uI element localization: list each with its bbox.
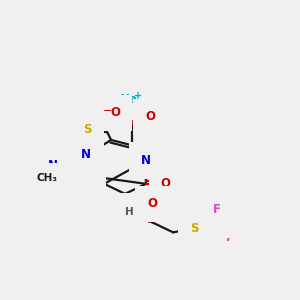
Text: F: F <box>213 203 221 216</box>
Text: S: S <box>84 123 92 136</box>
Text: F: F <box>226 213 234 226</box>
Text: N: N <box>141 154 151 167</box>
Text: N: N <box>60 160 70 173</box>
Text: S: S <box>86 169 94 183</box>
Text: O: O <box>110 106 120 119</box>
Text: Na: Na <box>120 93 138 106</box>
Text: O: O <box>145 110 155 123</box>
Text: N: N <box>116 205 125 218</box>
Text: S: S <box>190 222 198 235</box>
Text: O: O <box>160 177 170 190</box>
Text: CH₃: CH₃ <box>36 173 57 184</box>
Text: N: N <box>75 162 85 175</box>
Text: O: O <box>147 197 157 210</box>
Text: N: N <box>48 159 58 172</box>
Text: −: − <box>103 106 112 116</box>
Text: +: + <box>134 91 142 101</box>
Text: N: N <box>54 146 64 160</box>
Text: N: N <box>81 148 91 161</box>
Text: H: H <box>125 207 134 217</box>
Text: F: F <box>226 231 234 244</box>
